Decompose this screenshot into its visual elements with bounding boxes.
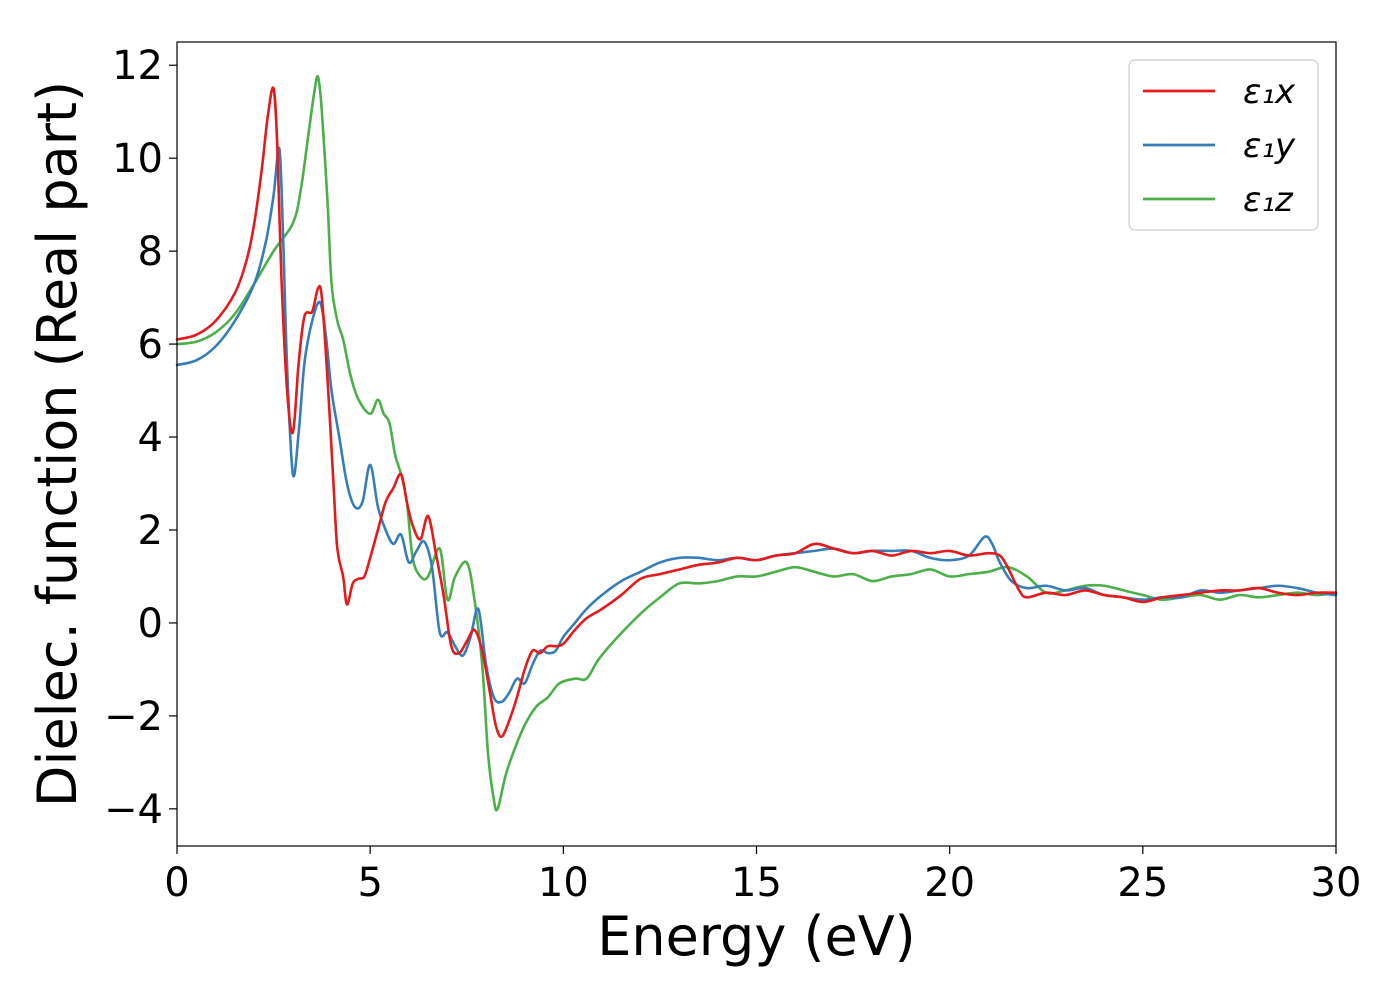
series-line-1 bbox=[175, 146, 1338, 704]
series-line-0 bbox=[175, 86, 1338, 739]
y-tick-label: −4 bbox=[104, 787, 163, 833]
x-tick-label: 5 bbox=[357, 860, 382, 906]
y-tick-label: 2 bbox=[138, 508, 163, 554]
x-tick-label: 25 bbox=[1117, 860, 1168, 906]
x-tick-label: 20 bbox=[924, 860, 975, 906]
x-tick-label: 30 bbox=[1311, 860, 1362, 906]
y-tick-label: 0 bbox=[138, 601, 163, 647]
y-tick-label: 10 bbox=[112, 136, 163, 182]
y-tick-label: 6 bbox=[138, 322, 163, 368]
y-tick-label: 4 bbox=[138, 415, 163, 461]
legend-label-2: ε₁z bbox=[1243, 180, 1294, 220]
legend-label-1: ε₁y bbox=[1243, 126, 1296, 166]
x-tick-label: 10 bbox=[538, 860, 589, 906]
legend-items: ε₁x ε₁y ε₁z bbox=[1143, 72, 1296, 220]
legend: ε₁x ε₁y ε₁z bbox=[1128, 59, 1319, 231]
x-tick-label: 0 bbox=[164, 860, 189, 906]
legend-label-0: ε₁x bbox=[1243, 72, 1296, 112]
y-tick-label: 12 bbox=[112, 43, 163, 89]
y-axis-ticks: −4 −2 0 2 4 6 8 10 12 bbox=[104, 43, 177, 833]
x-tick-label: 15 bbox=[731, 860, 782, 906]
series-layer bbox=[175, 74, 1338, 812]
y-tick-label: −2 bbox=[104, 694, 163, 740]
legend-box bbox=[1128, 59, 1319, 231]
x-axis-ticks: 0 5 10 15 20 25 30 bbox=[164, 846, 1361, 906]
x-axis-label: Energy (eV) bbox=[597, 905, 916, 968]
y-axis-label: Dielec. function (Real part) bbox=[26, 81, 89, 807]
y-tick-label: 8 bbox=[138, 229, 163, 275]
